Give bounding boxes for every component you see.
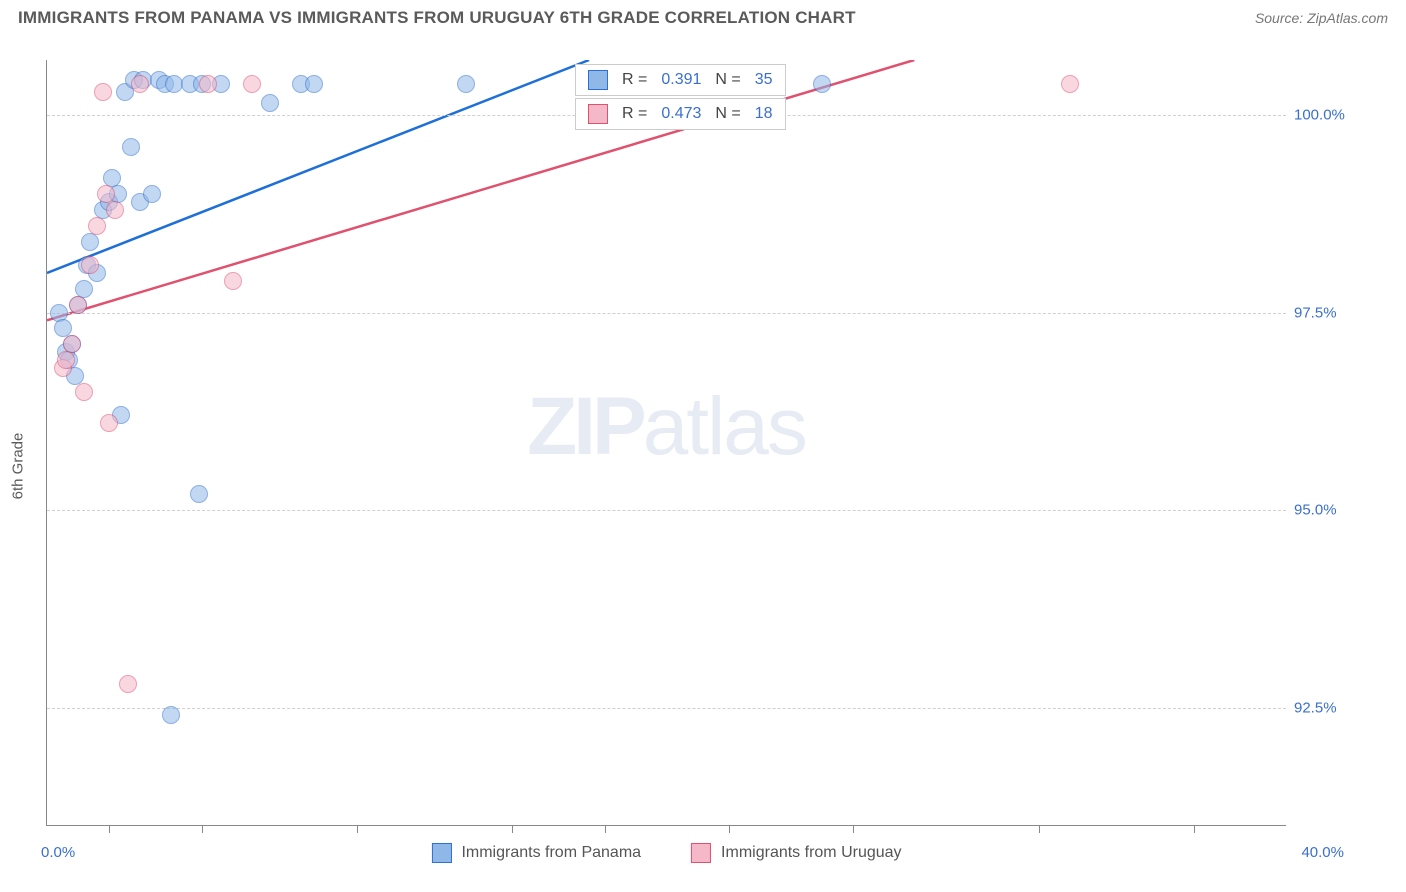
- x-tick: [1194, 825, 1195, 833]
- legend-label-panama: Immigrants from Panama: [461, 844, 641, 862]
- legend-swatch-uruguay: [691, 843, 711, 863]
- y-tick-label: 95.0%: [1294, 502, 1382, 519]
- chart-header: IMMIGRANTS FROM PANAMA VS IMMIGRANTS FRO…: [0, 0, 1406, 32]
- n-value: 35: [755, 71, 773, 89]
- x-tick: [1039, 825, 1040, 833]
- marker-uruguay: [69, 296, 87, 314]
- corr-swatch-panama: [588, 70, 608, 90]
- marker-uruguay: [88, 217, 106, 235]
- chart-source: Source: ZipAtlas.com: [1255, 10, 1388, 26]
- x-tick: [357, 825, 358, 833]
- y-tick-label: 97.5%: [1294, 304, 1382, 321]
- marker-panama: [305, 75, 323, 93]
- x-max-label: 40.0%: [1301, 844, 1344, 861]
- marker-panama: [122, 138, 140, 156]
- marker-uruguay: [224, 272, 242, 290]
- legend-item-panama: Immigrants from Panama: [431, 843, 641, 863]
- plot-area: ZIPatlas Immigrants from Panama Immigran…: [46, 60, 1286, 826]
- marker-uruguay: [131, 75, 149, 93]
- y-tick-label: 92.5%: [1294, 699, 1382, 716]
- x-tick: [512, 825, 513, 833]
- x-tick: [605, 825, 606, 833]
- y-axis-label: 6th Grade: [10, 433, 27, 500]
- corr-swatch-uruguay: [588, 104, 608, 124]
- n-label: N =: [715, 71, 740, 89]
- marker-uruguay: [1061, 75, 1079, 93]
- legend-swatch-panama: [431, 843, 451, 863]
- y-tick-label: 100.0%: [1294, 107, 1382, 124]
- r-value: 0.391: [661, 71, 701, 89]
- marker-uruguay: [81, 256, 99, 274]
- marker-uruguay: [63, 335, 81, 353]
- trendlines-layer: [47, 60, 1286, 825]
- r-value: 0.473: [661, 105, 701, 123]
- marker-uruguay: [119, 675, 137, 693]
- n-value: 18: [755, 105, 773, 123]
- marker-uruguay: [199, 75, 217, 93]
- x-tick: [109, 825, 110, 833]
- marker-panama: [190, 485, 208, 503]
- legend-item-uruguay: Immigrants from Uruguay: [691, 843, 902, 863]
- marker-panama: [81, 233, 99, 251]
- marker-uruguay: [75, 383, 93, 401]
- x-min-label: 0.0%: [41, 844, 75, 861]
- x-tick: [202, 825, 203, 833]
- marker-uruguay: [100, 414, 118, 432]
- marker-uruguay: [243, 75, 261, 93]
- marker-panama: [457, 75, 475, 93]
- gridline: [47, 708, 1286, 709]
- marker-panama: [162, 706, 180, 724]
- marker-uruguay: [94, 83, 112, 101]
- correlation-box-uruguay: R = 0.473 N = 18: [575, 98, 786, 130]
- x-tick: [853, 825, 854, 833]
- n-label: N =: [715, 105, 740, 123]
- bottom-legend: Immigrants from Panama Immigrants from U…: [431, 843, 901, 863]
- marker-panama: [813, 75, 831, 93]
- marker-panama: [261, 94, 279, 112]
- watermark: ZIPatlas: [527, 380, 806, 474]
- correlation-box-panama: R = 0.391 N = 35: [575, 64, 786, 96]
- gridline: [47, 313, 1286, 314]
- x-tick: [729, 825, 730, 833]
- r-label: R =: [622, 105, 647, 123]
- marker-uruguay: [57, 351, 75, 369]
- marker-uruguay: [106, 201, 124, 219]
- gridline: [47, 510, 1286, 511]
- marker-panama: [143, 185, 161, 203]
- r-label: R =: [622, 71, 647, 89]
- chart-container: 6th Grade ZIPatlas Immigrants from Panam…: [0, 40, 1406, 892]
- chart-title: IMMIGRANTS FROM PANAMA VS IMMIGRANTS FRO…: [18, 8, 856, 28]
- legend-label-uruguay: Immigrants from Uruguay: [721, 844, 902, 862]
